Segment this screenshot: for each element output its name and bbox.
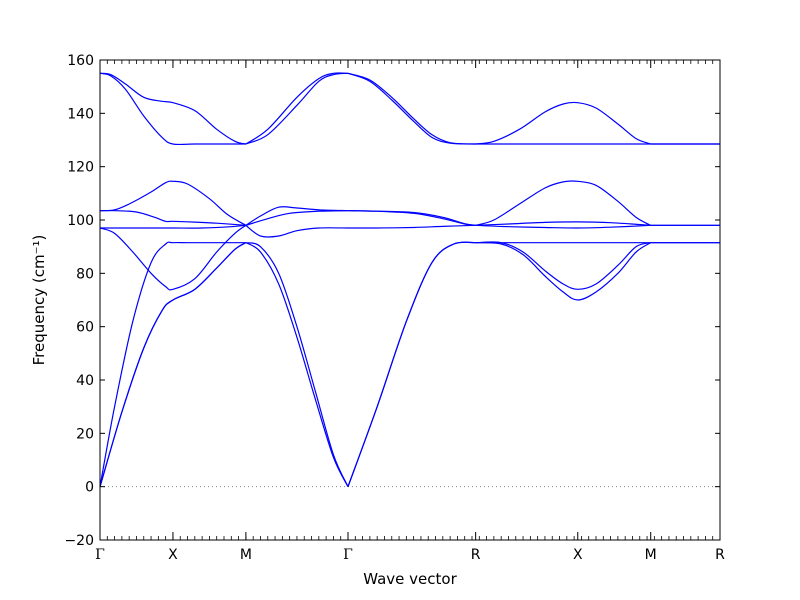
band-line-23 (347, 72, 476, 145)
y-tick-label: 160 (67, 53, 94, 69)
x-tick-label: X (168, 547, 178, 563)
band-line-5 (100, 224, 246, 229)
y-tick-label: 140 (67, 106, 94, 122)
ticks-layer: −20 0 20 40 60 80 100 120 140 160 Γ X M Γ R X M R (64, 53, 725, 563)
band-line-3 (99, 241, 246, 487)
band-line-25 (475, 241, 651, 290)
band-line-9 (99, 72, 246, 146)
band-line-19 (347, 224, 476, 229)
band-line-4 (99, 224, 247, 291)
band-line-14 (245, 210, 349, 226)
y-tick-label: 40 (76, 373, 94, 389)
band-line-10 (245, 242, 349, 487)
band-line-11 (245, 242, 349, 487)
band-line-6 (99, 209, 246, 226)
band-line-15 (245, 72, 349, 145)
band-line-31 (475, 101, 651, 145)
plot-frame (99, 59, 721, 541)
x-tick-label: M (645, 547, 657, 563)
y-tick-label: 80 (76, 266, 94, 282)
band-line-29 (475, 180, 651, 226)
y-tick-label: 0 (85, 480, 94, 496)
y-tick-label: 120 (67, 160, 94, 176)
x-tick-label: X (573, 547, 583, 563)
y-tick-label: 20 (76, 426, 94, 442)
x-tick-label: R (471, 547, 481, 563)
x-tick-label: R (715, 547, 725, 563)
x-tick-label: Γ (343, 547, 353, 563)
x-tick-label: M (240, 547, 252, 563)
band-line-13 (245, 206, 349, 226)
band-line-12 (245, 224, 349, 238)
band-line-27 (475, 224, 651, 229)
x-axis-label: Wave vector (363, 570, 457, 588)
band-line-8 (99, 72, 247, 145)
band-line-7 (99, 180, 247, 226)
band-line-28 (475, 221, 651, 226)
x-tick-label: Γ (95, 547, 105, 563)
band-line-16 (245, 72, 349, 145)
y-tick-label: 60 (76, 320, 94, 336)
band-line-21 (347, 210, 476, 226)
band-line-24 (475, 242, 652, 301)
series-layer (99, 72, 720, 487)
band-line-2 (99, 242, 247, 487)
y-axis-label: Frequency (cm⁻¹) (30, 235, 48, 366)
band-line-18 (347, 241, 476, 487)
y-tick-label: 100 (67, 213, 94, 229)
y-tick-label: −20 (64, 533, 94, 549)
